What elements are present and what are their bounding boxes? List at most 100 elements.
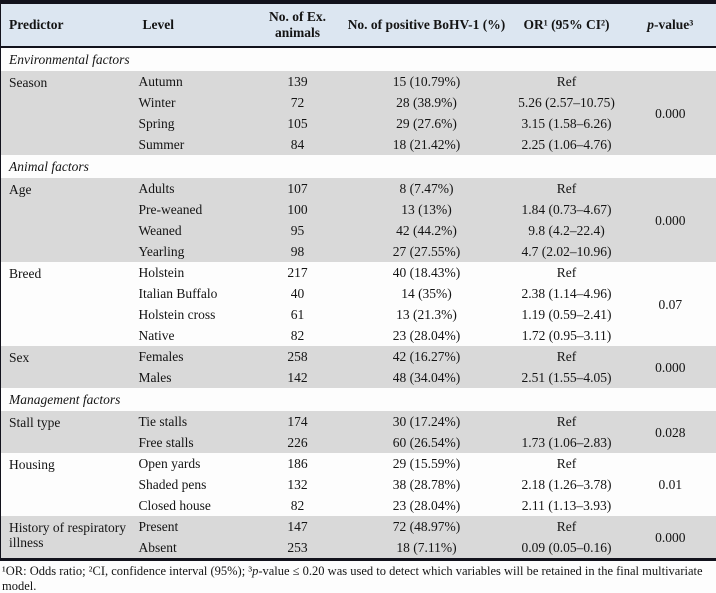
or-ci-cell: 2.38 (1.14–4.96) xyxy=(521,286,612,301)
ex-animals-cell: 72 xyxy=(250,92,345,113)
ex-animals-cell: 82 xyxy=(290,498,305,513)
ex-animals-cell: 98 xyxy=(250,241,345,262)
risk-factor-table: Predictor Level No. of Ex. animals No. o… xyxy=(0,0,716,561)
or-ci-cell: Ref xyxy=(556,265,577,280)
table-row: Weaned 95 42 (44.2%) 9.8 (4.2–22.4) xyxy=(1,220,716,241)
table-row: Italian Buffalo 40 14 (35%) 2.38 (1.14–4.96… xyxy=(1,283,716,304)
table-row: Spring 105 29 (27.6%) 3.15 (1.58–6.26) xyxy=(1,113,716,134)
predictor-cell: Season xyxy=(0,71,135,155)
table-row: Holstein cross 61 13 (21.3%) 1.19 (0.59–2.4… xyxy=(1,304,716,325)
or-ci-cell: 1.19 (0.59–2.41) xyxy=(521,307,612,322)
level-cell: Summer xyxy=(134,134,251,155)
level-cell: Holstein xyxy=(138,265,185,280)
table-header: Predictor Level No. of Ex. animals No. o… xyxy=(0,2,716,48)
or-ci-cell: 0.09 (0.05–0.16) xyxy=(508,537,625,560)
section-title: Animal factors xyxy=(0,155,716,178)
ex-animals-cell: 61 xyxy=(290,307,305,322)
table-row: Shaded pens 132 38 (28.78%) 2.18 (1.26–3.78… xyxy=(1,474,716,495)
positive-cell: 29 (15.59%) xyxy=(392,456,461,471)
p-italic: p xyxy=(647,17,654,32)
positive-cell: 13 (21.3%) xyxy=(396,307,457,322)
table-row: Housing Open yards 186 29 (15.59%) Ref 0.01 xyxy=(1,453,716,492)
or-ci-cell: Ref xyxy=(508,346,625,367)
or-ci-cell: Ref xyxy=(556,456,577,471)
table-row: Winter 72 28 (38.9%) 5.26 (2.57–10.75) xyxy=(1,92,716,113)
table-row: Free stalls 226 60 (26.54%) 1.73 (1.06–2.83… xyxy=(1,432,716,453)
positive-cell: 42 (44.2%) xyxy=(344,220,509,241)
column-header-predictor: Predictor xyxy=(0,2,135,48)
level-cell: Weaned xyxy=(134,220,251,241)
p-value-cell: 0.07 xyxy=(658,296,683,312)
column-header-or: OR¹ (95% CI²) xyxy=(508,2,625,48)
or-ci-cell: Ref xyxy=(508,178,625,199)
positive-cell: 40 (18.43%) xyxy=(392,265,461,280)
table-row: Absent 253 18 (7.11%) 0.09 (0.05–0.16) xyxy=(1,537,716,560)
column-header-positive: No. of positive BoHV-1 (%) xyxy=(344,2,509,48)
or-ci-cell: 2.51 (1.55–4.05) xyxy=(508,367,625,388)
ex-animals-cell: 253 xyxy=(250,537,345,560)
level-cell: Italian Buffalo xyxy=(138,286,218,301)
positive-cell: 14 (35%) xyxy=(401,286,452,301)
ex-animals-cell: 105 xyxy=(250,113,345,134)
level-cell: Tie stalls xyxy=(134,411,251,432)
ex-animals-cell: 84 xyxy=(250,134,345,155)
ex-animals-cell: 40 xyxy=(290,286,305,301)
ex-animals-cell: 95 xyxy=(250,220,345,241)
or-ci-cell: 2.25 (1.06–4.76) xyxy=(508,134,625,155)
section-row: Management factors xyxy=(0,388,716,411)
positive-cell: 18 (7.11%) xyxy=(344,537,509,560)
level-cell: Absent xyxy=(134,537,251,560)
footnote-p-italic: p xyxy=(252,564,259,578)
ex-animals-cell: 226 xyxy=(250,432,345,453)
footnote: ¹OR: Odds ratio; ²CI, confidence interva… xyxy=(0,561,716,593)
positive-cell: 38 (28.78%) xyxy=(392,477,461,492)
positive-cell: 48 (34.04%) xyxy=(344,367,509,388)
or-ci-cell: 4.7 (2.02–10.96) xyxy=(508,241,625,262)
or-ci-cell: Ref xyxy=(508,411,625,432)
or-ci-cell: 1.84 (0.73–4.67) xyxy=(508,199,625,220)
table-row: Sex Females 258 42 (16.27%) Ref 0.000 xyxy=(0,346,716,388)
predictor-cell: Breed xyxy=(9,266,42,281)
positive-cell: 42 (16.27%) xyxy=(344,346,509,367)
positive-cell: 8 (7.47%) xyxy=(344,178,509,199)
level-cell: Closed house xyxy=(138,498,211,513)
level-cell: Adults xyxy=(134,178,251,199)
p-value-cell: 0.000 xyxy=(624,516,716,560)
predictor-cell: Sex xyxy=(0,346,135,388)
level-cell: Open yards xyxy=(138,456,201,471)
footnote-prefix: ¹OR: Odds ratio; ²CI, confidence interva… xyxy=(2,564,253,578)
table-row: Closed house 82 23 (28.04%) 2.11 (1.13–3.93… xyxy=(1,495,716,516)
level-cell: Shaded pens xyxy=(138,477,207,492)
positive-cell: 15 (10.79%) xyxy=(344,71,509,92)
positive-cell: 23 (28.04%) xyxy=(392,328,461,343)
positive-cell: 72 (48.97%) xyxy=(344,516,509,537)
or-ci-cell: 2.18 (1.26–3.78) xyxy=(521,477,612,492)
section-title: Environmental factors xyxy=(0,47,716,71)
level-cell: Spring xyxy=(134,113,251,134)
positive-cell: 18 (21.42%) xyxy=(344,134,509,155)
table-row: Stall type Tie stalls 174 30 (17.24%) Ref 0.0… xyxy=(0,411,716,453)
table-row: Yearling 98 27 (27.55%) 4.7 (2.02–10.96) xyxy=(1,241,716,262)
predictor-cell: Stall type xyxy=(0,411,135,453)
table-row: Age Adults 107 8 (7.47%) Ref 0.000 xyxy=(0,178,716,262)
column-header-level: Level xyxy=(134,2,251,48)
p-value-cell: 0.000 xyxy=(624,71,716,155)
level-cell: Autumn xyxy=(134,71,251,92)
section-row: Environmental factors xyxy=(0,47,716,71)
ex-animals-cell: 139 xyxy=(250,71,345,92)
ex-animals-cell: 258 xyxy=(250,346,345,367)
ex-animals-cell: 132 xyxy=(287,477,308,492)
level-cell: Holstein cross xyxy=(138,307,216,322)
positive-cell: 13 (13%) xyxy=(344,199,509,220)
ex-animals-cell: 174 xyxy=(250,411,345,432)
level-cell: Present xyxy=(134,516,251,537)
predictor-cell: History of respiratory illness xyxy=(0,516,135,560)
section-title: Management factors xyxy=(0,388,716,411)
ex-animals-cell: 147 xyxy=(250,516,345,537)
table-row: Season Autumn 139 15 (10.79%) Ref 0.000 xyxy=(0,71,716,155)
positive-cell: 28 (38.9%) xyxy=(344,92,509,113)
or-ci-cell: 2.11 (1.13–3.93) xyxy=(521,498,612,513)
section-row: Animal factors xyxy=(0,155,716,178)
p-value-rest: -value³ xyxy=(653,17,694,32)
